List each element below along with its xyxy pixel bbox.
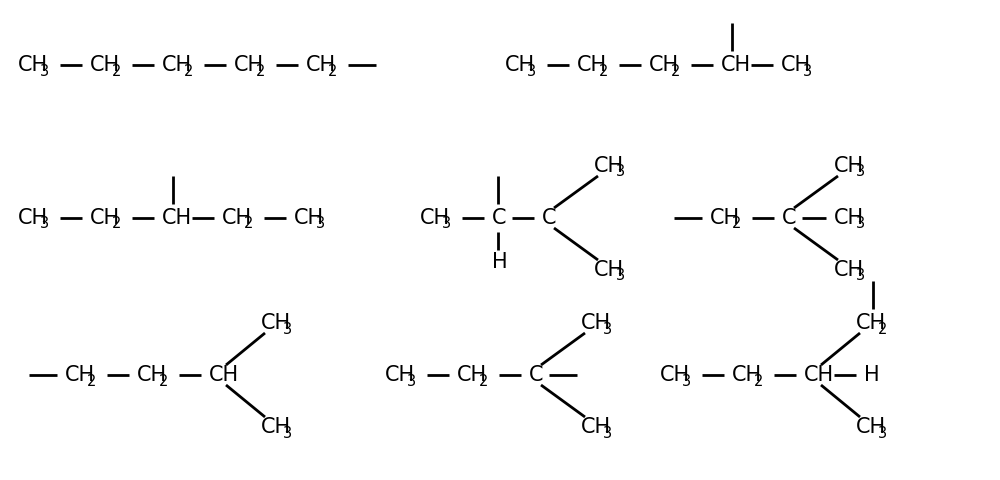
Text: 2: 2 <box>244 216 253 231</box>
Text: CH: CH <box>457 365 487 385</box>
Text: CH: CH <box>660 365 690 385</box>
Text: C: C <box>492 208 507 228</box>
Text: CH: CH <box>18 55 48 75</box>
Text: CH: CH <box>856 417 886 437</box>
Text: CH: CH <box>234 55 264 75</box>
Text: 3: 3 <box>40 63 49 79</box>
Text: 2: 2 <box>328 63 337 79</box>
Text: 2: 2 <box>671 63 680 79</box>
Text: 3: 3 <box>856 165 865 180</box>
Text: CH: CH <box>732 365 762 385</box>
Text: CH: CH <box>721 55 751 75</box>
Text: 3: 3 <box>616 268 625 284</box>
Text: CH: CH <box>385 365 415 385</box>
Text: CH: CH <box>594 260 624 280</box>
Text: 2: 2 <box>754 373 763 388</box>
Text: CH: CH <box>834 260 864 280</box>
Text: C: C <box>542 208 556 228</box>
Text: 2: 2 <box>732 216 741 231</box>
Text: 3: 3 <box>856 216 865 231</box>
Text: CH: CH <box>209 365 239 385</box>
Text: CH: CH <box>162 208 192 228</box>
Text: 2: 2 <box>159 373 168 388</box>
Text: 3: 3 <box>40 216 49 231</box>
Text: 3: 3 <box>616 165 625 180</box>
Text: CH: CH <box>581 313 611 333</box>
Text: 3: 3 <box>856 268 865 284</box>
Text: 3: 3 <box>316 216 325 231</box>
Text: 2: 2 <box>256 63 265 79</box>
Text: CH: CH <box>856 313 886 333</box>
Text: CH: CH <box>137 365 167 385</box>
Text: H: H <box>864 365 880 385</box>
Text: 2: 2 <box>112 63 121 79</box>
Text: CH: CH <box>294 208 324 228</box>
Text: CH: CH <box>306 55 336 75</box>
Text: 3: 3 <box>682 373 691 388</box>
Text: 3: 3 <box>407 373 416 388</box>
Text: CH: CH <box>710 208 740 228</box>
Text: H: H <box>492 252 508 272</box>
Text: 3: 3 <box>878 425 887 441</box>
Text: CH: CH <box>834 156 864 176</box>
Text: CH: CH <box>261 417 291 437</box>
Text: 2: 2 <box>184 63 193 79</box>
Text: CH: CH <box>65 365 95 385</box>
Text: CH: CH <box>90 55 120 75</box>
Text: 3: 3 <box>803 63 812 79</box>
Text: 2: 2 <box>87 373 96 388</box>
Text: 3: 3 <box>603 425 612 441</box>
Text: 3: 3 <box>442 216 451 231</box>
Text: 2: 2 <box>112 216 121 231</box>
Text: C: C <box>529 365 544 385</box>
Text: CH: CH <box>581 417 611 437</box>
Text: 2: 2 <box>599 63 608 79</box>
Text: CH: CH <box>90 208 120 228</box>
Text: CH: CH <box>594 156 624 176</box>
Text: 3: 3 <box>283 322 292 336</box>
Text: CH: CH <box>505 55 535 75</box>
Text: CH: CH <box>18 208 48 228</box>
Text: CH: CH <box>162 55 192 75</box>
Text: C: C <box>782 208 796 228</box>
Text: 3: 3 <box>603 322 612 336</box>
Text: 3: 3 <box>283 425 292 441</box>
Text: CH: CH <box>222 208 252 228</box>
Text: CH: CH <box>649 55 679 75</box>
Text: CH: CH <box>834 208 864 228</box>
Text: 3: 3 <box>527 63 536 79</box>
Text: 2: 2 <box>479 373 488 388</box>
Text: 2: 2 <box>878 322 887 336</box>
Text: CH: CH <box>577 55 607 75</box>
Text: CH: CH <box>804 365 834 385</box>
Text: CH: CH <box>261 313 291 333</box>
Text: CH: CH <box>420 208 450 228</box>
Text: CH: CH <box>781 55 811 75</box>
